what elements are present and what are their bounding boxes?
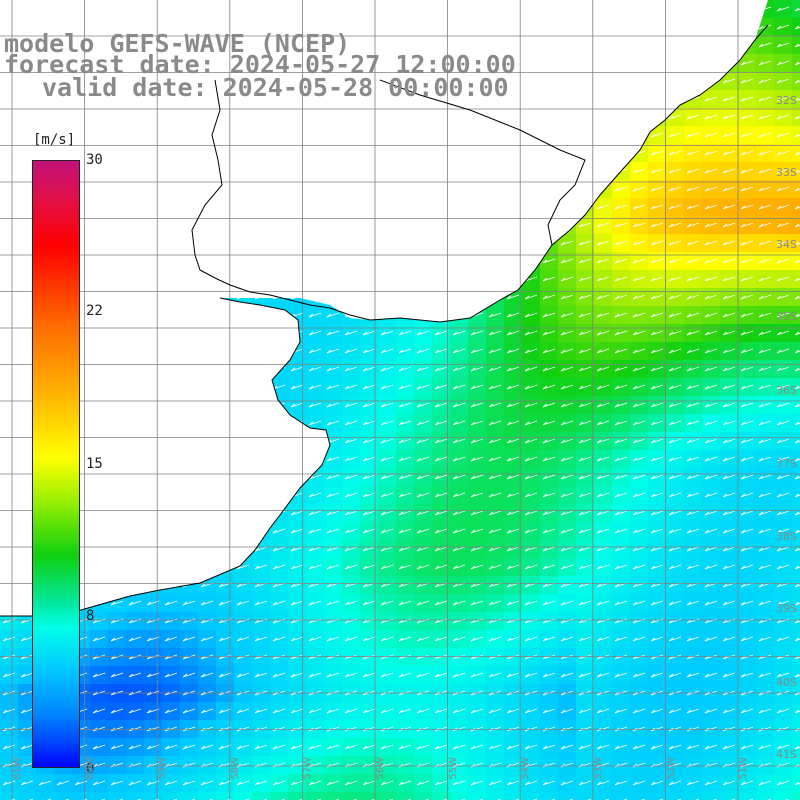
coastline-south <box>0 297 331 617</box>
colorbar-tick-0: 0 <box>86 761 95 777</box>
lon-label-54w: 54W <box>520 757 531 780</box>
lat-label-34s: 34S <box>776 238 797 251</box>
map-title-model: modelo GEFS-WAVE (NCEP) <box>4 29 351 58</box>
border-uruguay <box>191 79 586 271</box>
lat-label-38s: 38S <box>776 530 797 543</box>
lat-label-33s: 33S <box>776 166 797 179</box>
lat-label-37s: 37S <box>776 457 797 470</box>
lon-label-52w: 52W <box>666 757 677 780</box>
colorbar-unit: [m/s] <box>33 132 76 148</box>
land-uruguay-brazil <box>0 0 768 322</box>
lat-label-40s: 40S <box>776 676 797 689</box>
lon-label-60w: 60W <box>85 757 96 780</box>
lon-label-61w: 61W <box>12 757 23 780</box>
lat-label-35s: 35S <box>776 310 797 323</box>
coastline-river-plate <box>199 24 769 323</box>
map-title-valid-date: valid date: 2024-05-28 00:00:00 <box>42 73 509 102</box>
lon-label-58w: 58W <box>230 757 241 780</box>
colorbar-tick-22: 22 <box>86 303 103 319</box>
lat-label-39s: 39S <box>776 602 797 615</box>
lat-label-32s: 32S <box>776 94 797 107</box>
lon-label-56w: 56W <box>375 757 386 780</box>
lat-label-41s: 41S <box>776 748 797 761</box>
lon-label-51w: 51W <box>738 757 749 780</box>
lon-label-59w: 59W <box>157 757 168 780</box>
lon-label-53w: 53W <box>593 757 604 780</box>
lon-label-57w: 57W <box>302 757 313 780</box>
colorbar-tick-15: 15 <box>86 456 103 472</box>
lat-label-36s: 36S <box>776 384 797 397</box>
colorbar-tick-30: 30 <box>86 152 103 168</box>
map-title-forecast-date: forecast date: 2024-05-27 12:00:00 <box>4 50 516 79</box>
colorbar-tick-8: 8 <box>86 608 95 624</box>
land-buenos-aires <box>0 298 330 616</box>
colorbar <box>32 160 80 768</box>
lon-label-55w: 55W <box>448 757 459 780</box>
